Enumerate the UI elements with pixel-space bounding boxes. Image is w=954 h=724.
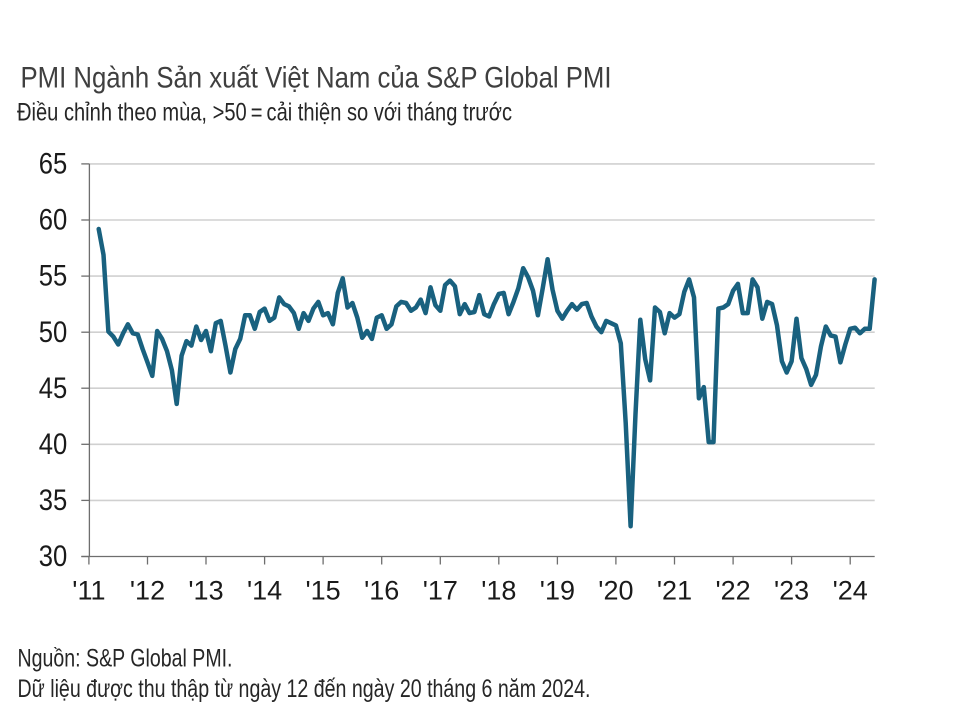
svg-text:Điều chỉnh theo mùa, >50 = cải: Điều chỉnh theo mùa, >50 = cải thiện so … bbox=[17, 99, 512, 127]
svg-text:Nguồn: S&P Global PMI.: Nguồn: S&P Global PMI. bbox=[18, 645, 233, 673]
svg-text:'13: '13 bbox=[188, 576, 223, 606]
svg-text:50: 50 bbox=[39, 316, 68, 349]
svg-text:'22: '22 bbox=[716, 576, 751, 606]
svg-text:'19: '19 bbox=[540, 576, 575, 606]
svg-text:45: 45 bbox=[39, 372, 68, 405]
svg-text:35: 35 bbox=[39, 484, 68, 517]
svg-text:'24: '24 bbox=[833, 576, 868, 606]
svg-text:'11: '11 bbox=[72, 576, 105, 606]
svg-text:PMI Ngành Sản xuất Việt Nam củ: PMI Ngành Sản xuất Việt Nam của S&P Glob… bbox=[21, 62, 612, 95]
svg-text:60: 60 bbox=[39, 204, 68, 237]
svg-text:'21: '21 bbox=[657, 576, 692, 606]
svg-text:'20: '20 bbox=[598, 576, 633, 606]
svg-text:'12: '12 bbox=[130, 576, 165, 606]
svg-text:65: 65 bbox=[39, 148, 68, 181]
svg-text:'16: '16 bbox=[364, 576, 399, 606]
svg-text:'15: '15 bbox=[306, 576, 341, 606]
svg-text:40: 40 bbox=[39, 428, 68, 461]
svg-text:'23: '23 bbox=[774, 576, 809, 606]
svg-text:'17: '17 bbox=[423, 576, 458, 606]
svg-text:Dữ liệu được thu thập từ ngày: Dữ liệu được thu thập từ ngày 12 đến ngà… bbox=[18, 675, 591, 703]
svg-text:30: 30 bbox=[39, 540, 68, 573]
svg-text:55: 55 bbox=[39, 260, 68, 293]
svg-text:'18: '18 bbox=[481, 576, 516, 606]
svg-text:'14: '14 bbox=[247, 576, 282, 606]
